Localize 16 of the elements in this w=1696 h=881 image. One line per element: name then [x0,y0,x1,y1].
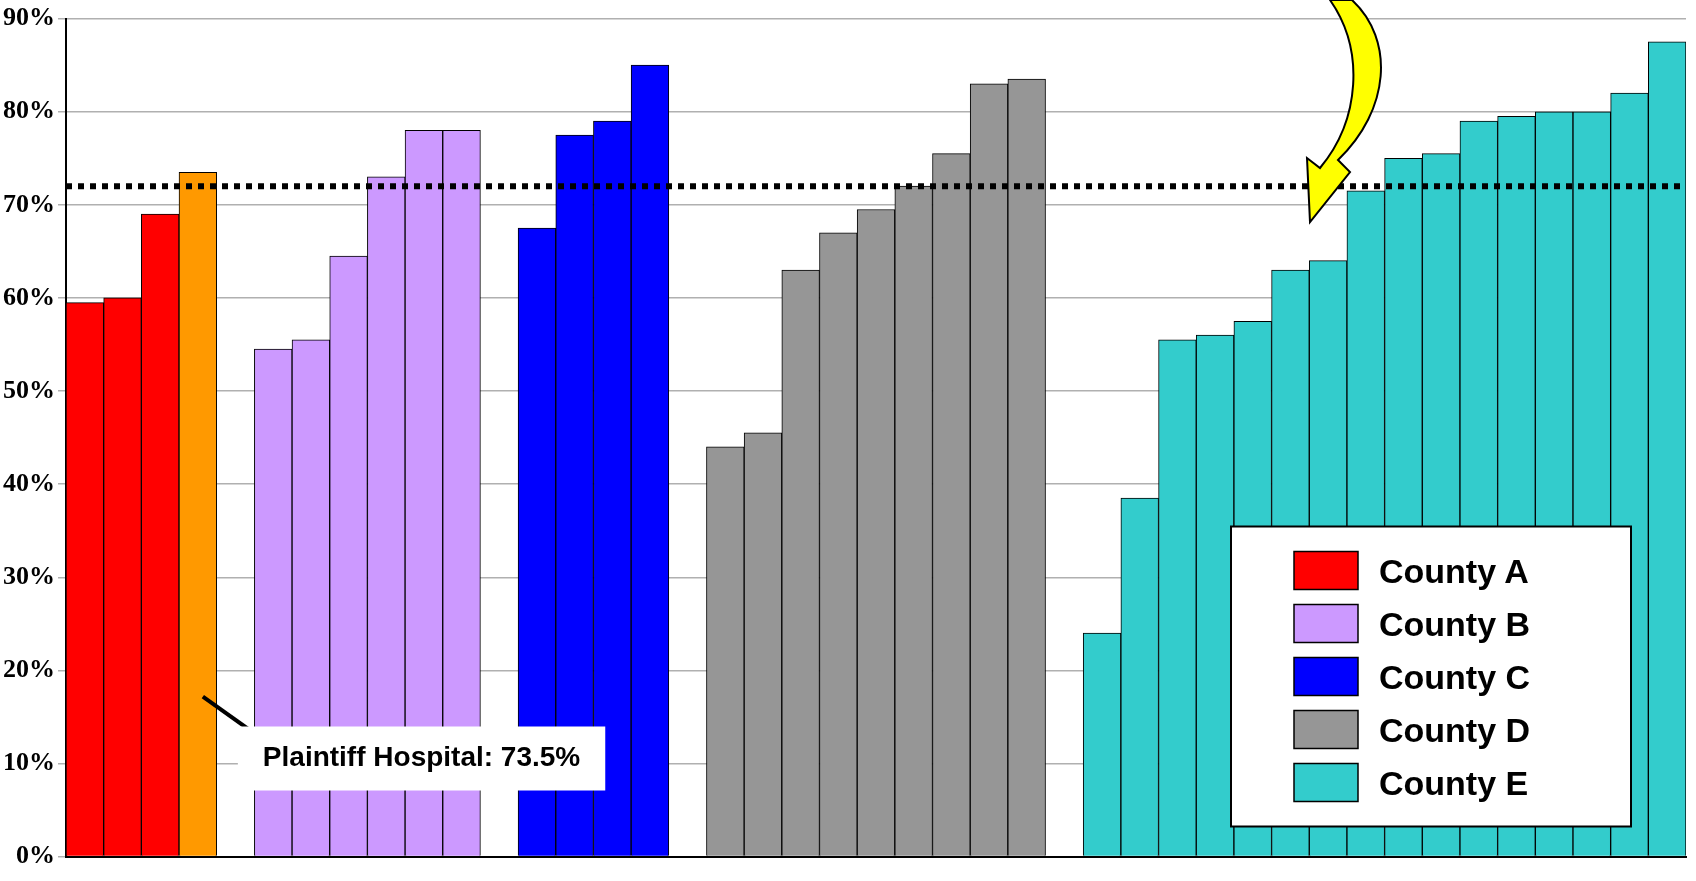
legend-label: County A [1379,551,1529,590]
y-tick-label: 50% [3,374,55,404]
y-tick-label: 20% [3,654,55,684]
legend-label: County C [1379,657,1531,696]
y-tick-label: 60% [3,281,55,311]
y-tick-label: 90% [3,2,55,32]
y-tick-label: 10% [3,747,55,777]
y-tick-label: 0% [16,840,55,870]
legend-label: County B [1379,604,1531,643]
legend-label: County E [1379,763,1529,802]
legend-label: County D [1379,710,1531,749]
y-tick-label: 80% [3,95,55,125]
y-tick-label: 40% [3,467,55,497]
y-tick-label: 70% [3,188,55,218]
annotation: Plaintiff Hospital: 73.5% [262,741,581,773]
y-tick-label: 30% [3,560,55,590]
